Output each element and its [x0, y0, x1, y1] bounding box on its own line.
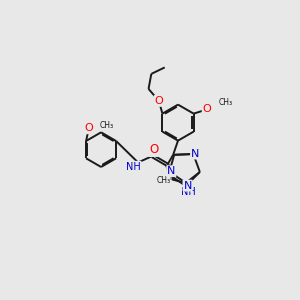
- Text: O: O: [85, 123, 93, 133]
- Text: N: N: [167, 166, 176, 176]
- Text: NH: NH: [181, 187, 196, 197]
- Text: N: N: [191, 148, 200, 159]
- Text: NH: NH: [126, 162, 141, 172]
- Text: CH₃: CH₃: [100, 121, 114, 130]
- Text: CH₃: CH₃: [219, 98, 233, 107]
- Text: O: O: [202, 104, 211, 115]
- Text: O: O: [149, 143, 158, 156]
- Text: CH₃: CH₃: [156, 176, 170, 185]
- Text: N: N: [183, 181, 192, 190]
- Text: O: O: [154, 96, 163, 106]
